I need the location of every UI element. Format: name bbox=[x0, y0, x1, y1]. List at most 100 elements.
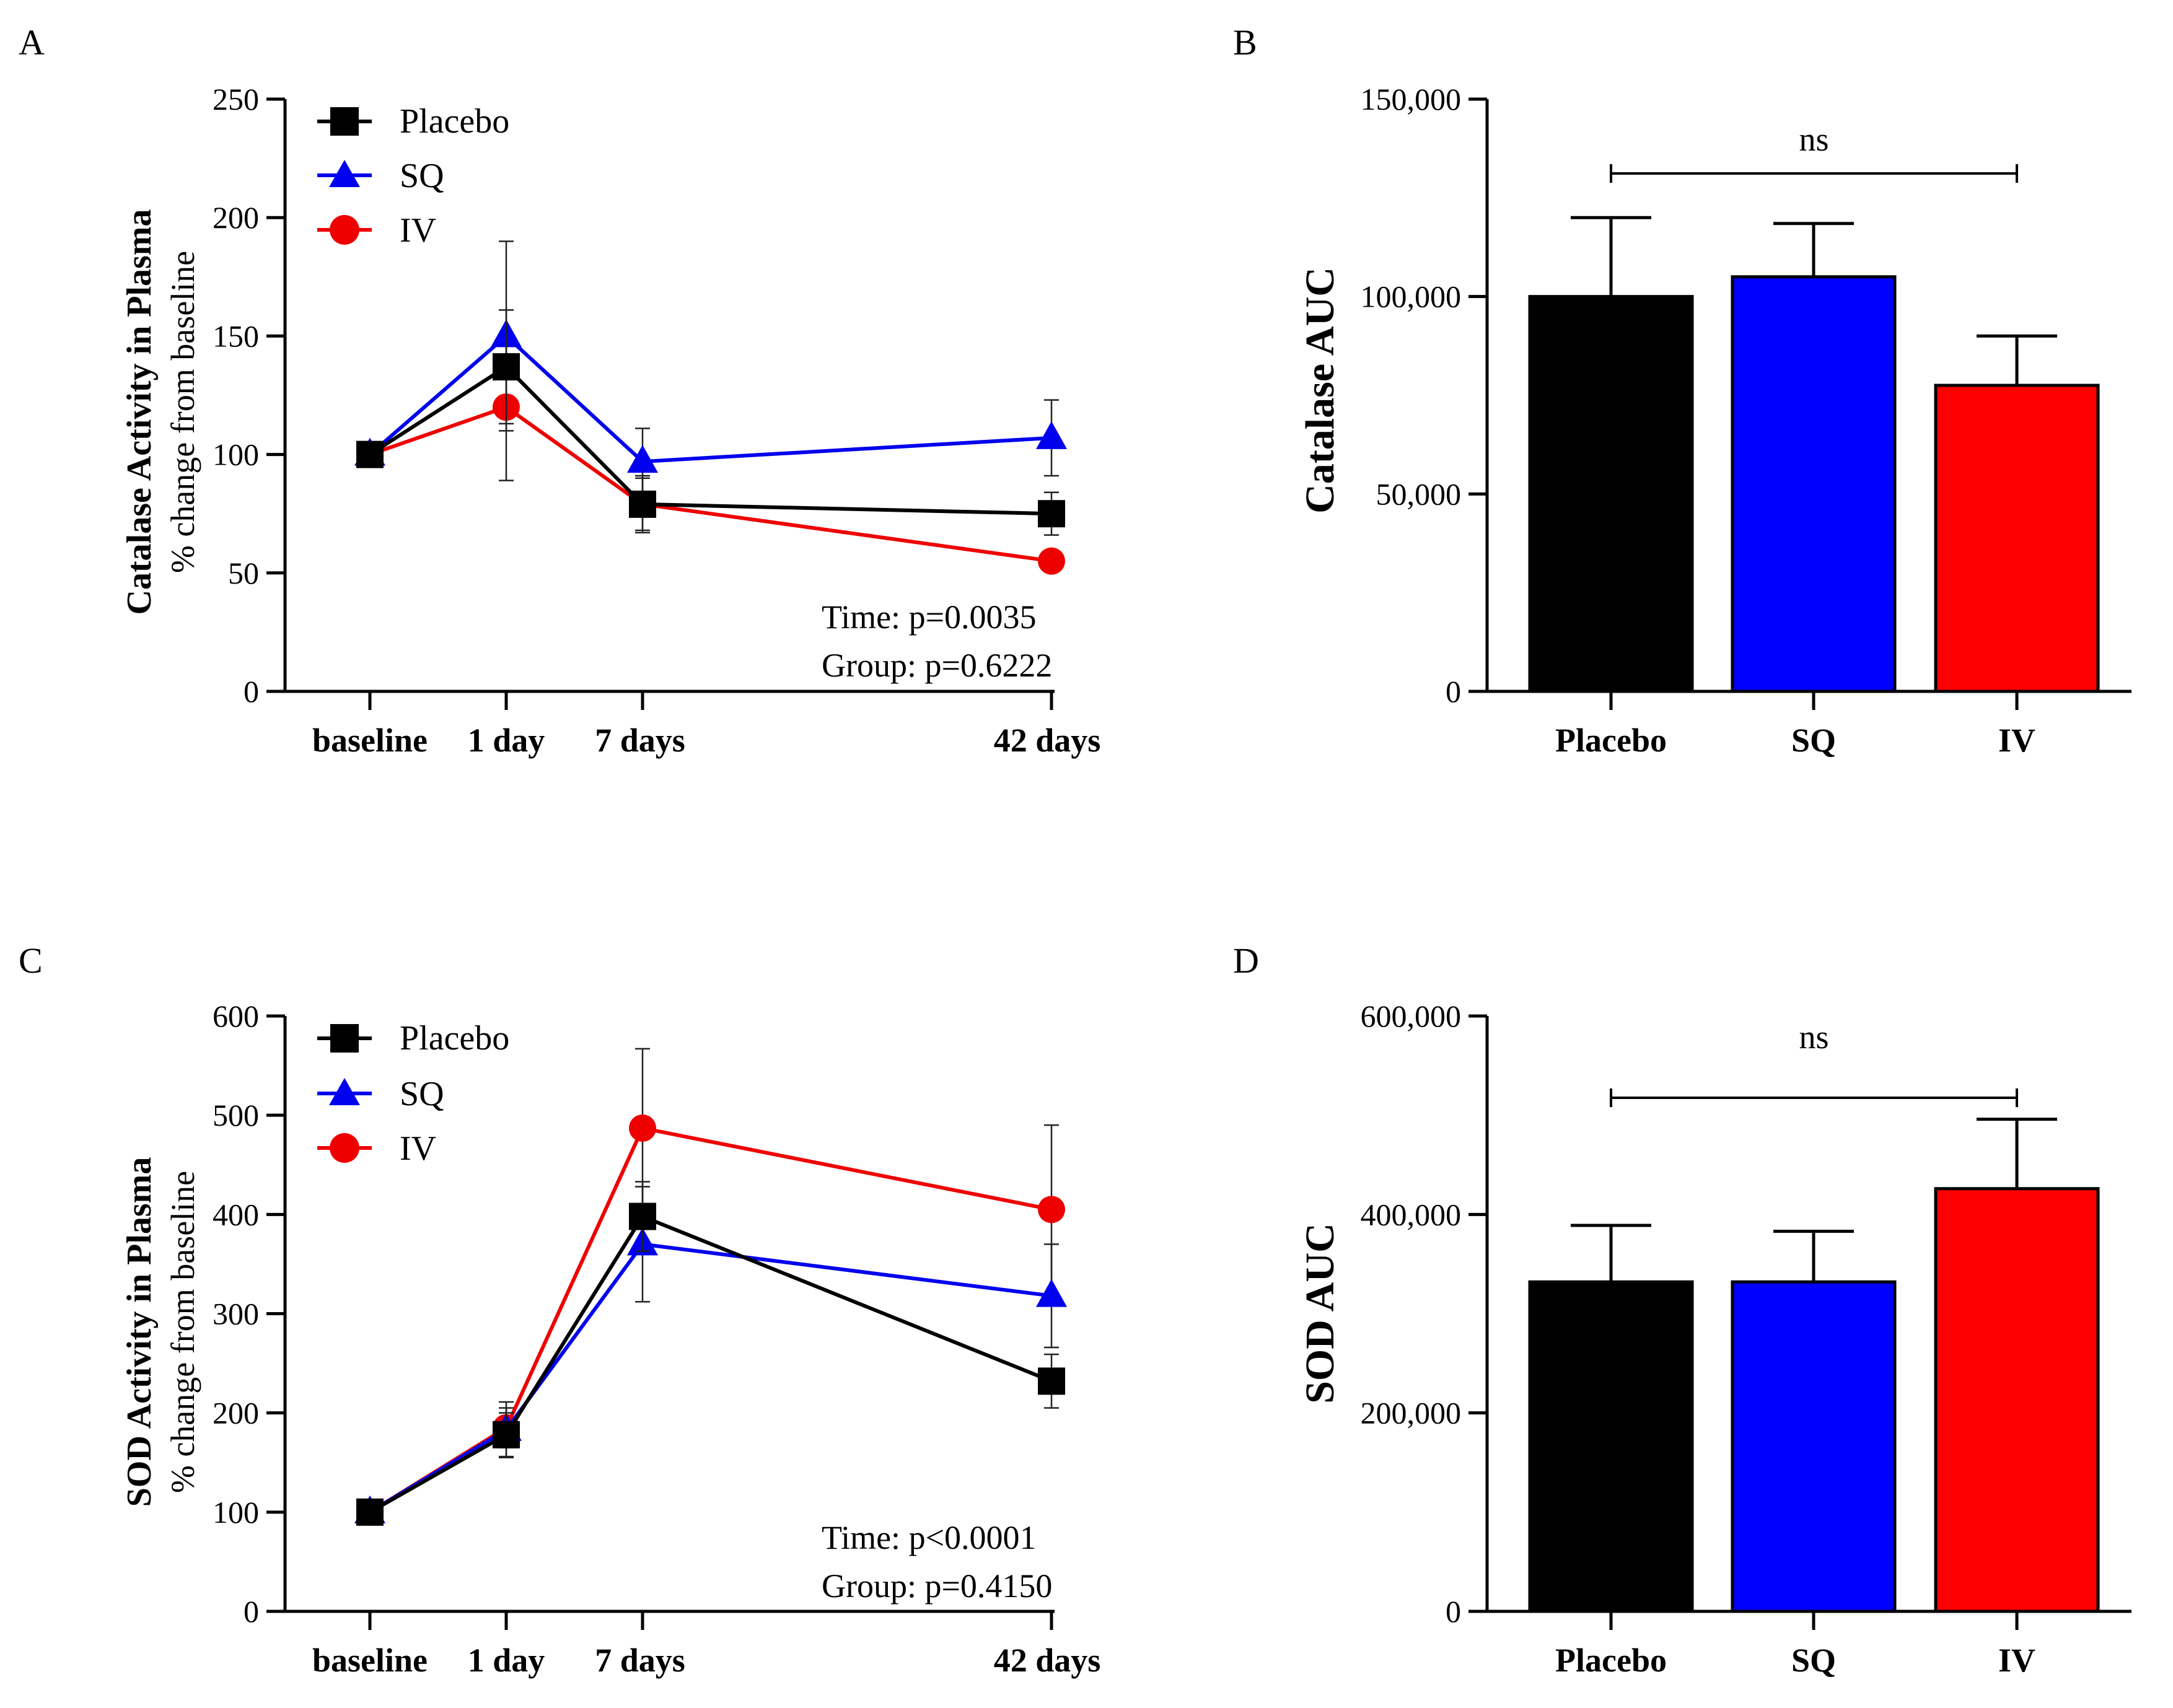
y-tick-label-d: 200,000 bbox=[1361, 1396, 1462, 1430]
series-sq-c bbox=[354, 1186, 1067, 1523]
y-tick-label-c: 300 bbox=[213, 1297, 259, 1331]
legend-label-sq-a: SQ bbox=[400, 157, 444, 195]
y-tick-label-b: 0 bbox=[1446, 674, 1461, 709]
panel-letter-c: C bbox=[19, 940, 43, 981]
x-tick-label-a: 1 day bbox=[468, 722, 545, 759]
y-tick-label-a: 0 bbox=[244, 674, 259, 709]
x-tick-label-b: SQ bbox=[1791, 722, 1836, 759]
series-line-iv bbox=[369, 405, 1052, 563]
x-tick-label-a: 7 days bbox=[595, 722, 685, 759]
y-axis-subtitle-a: % change from baseline bbox=[164, 251, 201, 573]
series-iv-a bbox=[356, 333, 1065, 575]
x-tick-label-a: baseline bbox=[312, 722, 428, 759]
y-axis-labels-c: SOD Activity in Plasma % change from bas… bbox=[120, 1157, 201, 1507]
data-point-sq bbox=[1036, 421, 1067, 449]
y-tick-label-a: 50 bbox=[228, 556, 259, 590]
axes-c: 0 100 200 300 400 500 600 baseline 1 day 7 days 42… bbox=[213, 999, 1100, 1679]
x-tick-label-d: IV bbox=[1998, 1642, 2035, 1679]
bar-sq bbox=[1731, 275, 1897, 693]
y-axis-title-b: Catalase AUC bbox=[1297, 267, 1343, 514]
stat-group-a: Group: p=0.6222 bbox=[822, 647, 1052, 684]
y-axis-labels-a: Catalase Activity in Plasma % change fro… bbox=[120, 209, 201, 615]
y-tick-label-d: 400,000 bbox=[1361, 1197, 1462, 1232]
data-point-placebo bbox=[629, 1202, 656, 1230]
data-point-iv bbox=[1038, 547, 1065, 575]
x-tick-label-c: 7 days bbox=[595, 1642, 685, 1679]
y-tick-label-c: 100 bbox=[213, 1495, 259, 1530]
legend-item-iv-a: IV bbox=[317, 211, 436, 250]
y-tick-label-c: 600 bbox=[213, 999, 259, 1033]
y-tick-label-d: 600,000 bbox=[1361, 999, 1462, 1033]
x-tick-label-d: Placebo bbox=[1555, 1642, 1667, 1679]
y-tick-label-c: 200 bbox=[213, 1396, 259, 1430]
series-line-placebo bbox=[369, 1214, 1053, 1514]
y-tick-label-a: 200 bbox=[213, 200, 259, 235]
series-placebo-a bbox=[356, 309, 1065, 536]
triangle-marker-icon bbox=[329, 160, 360, 187]
x-tick-label-c: baseline bbox=[312, 1642, 428, 1679]
stat-group-c: Group: p=0.4150 bbox=[822, 1567, 1052, 1605]
legend-a: Placebo SQ IV bbox=[317, 102, 509, 250]
data-point-placebo bbox=[356, 440, 384, 468]
data-point-iv bbox=[629, 1114, 656, 1142]
circle-marker-icon bbox=[330, 215, 359, 245]
legend-label-iv-c: IV bbox=[400, 1129, 436, 1168]
x-tick-label-c: 1 day bbox=[468, 1642, 545, 1679]
x-tick-label-a: 42 days bbox=[994, 722, 1101, 759]
stat-time-c: Time: p<0.0001 bbox=[822, 1519, 1037, 1556]
panel-a: A Catalase Activity in Plasma % change f… bbox=[19, 22, 1100, 759]
panel-c: C SOD Activity in Plasma % change from b… bbox=[19, 940, 1100, 1679]
data-point-sq bbox=[627, 445, 658, 473]
legend-item-iv-c: IV bbox=[317, 1129, 436, 1168]
significance-label-b: ns bbox=[1799, 121, 1828, 158]
stat-time-a: Time: p=0.0035 bbox=[822, 598, 1037, 636]
y-tick-label-c: 500 bbox=[213, 1098, 259, 1132]
bar-sq bbox=[1731, 1280, 1897, 1613]
data-point-placebo bbox=[1038, 500, 1065, 528]
panel-letter-a: A bbox=[19, 22, 45, 63]
y-tick-label-b: 150,000 bbox=[1361, 82, 1462, 116]
data-point-placebo bbox=[493, 1421, 520, 1448]
bar-placebo bbox=[1528, 295, 1694, 693]
legend-item-placebo-a: Placebo bbox=[317, 102, 509, 141]
legend-item-sq-c: SQ bbox=[317, 1075, 444, 1113]
axes-d: 0 200,000 400,000 600,000 Placebo SQ IV ns bbox=[1361, 999, 2131, 1679]
y-tick-label-c: 0 bbox=[244, 1594, 259, 1629]
series-placebo-c bbox=[356, 1181, 1065, 1526]
panel-d: D SOD AUC 0 200,000 400,000 600,000 Placebo S… bbox=[1233, 940, 2131, 1679]
triangle-marker-icon bbox=[329, 1078, 360, 1105]
panel-b: B Catalase AUC 0 50,000 100,000 150,000 Plac… bbox=[1233, 22, 2131, 759]
data-point-placebo bbox=[356, 1498, 384, 1526]
square-marker-icon bbox=[330, 1024, 359, 1053]
y-axis-title-c: SOD Activity in Plasma bbox=[120, 1157, 159, 1507]
series-line-placebo bbox=[369, 364, 1052, 516]
legend-label-placebo-c: Placebo bbox=[400, 1019, 509, 1058]
series-line-sq bbox=[369, 333, 1052, 464]
axes-a: 0 50 100 150 200 250 baseline 1 day 7 days 42 day… bbox=[213, 82, 1100, 759]
legend-label-sq-c: SQ bbox=[400, 1075, 444, 1113]
axes-b: 0 50,000 100,000 150,000 Placebo SQ IV ns bbox=[1361, 82, 2131, 759]
bar-placebo bbox=[1528, 1280, 1694, 1613]
y-axis-subtitle-c: % change from baseline bbox=[164, 1171, 201, 1493]
panel-letter-b: B bbox=[1233, 22, 1257, 63]
x-tick-label-c: 42 days bbox=[994, 1642, 1101, 1679]
legend-item-sq-a: SQ bbox=[317, 157, 444, 195]
y-axis-title-a: Catalase Activity in Plasma bbox=[120, 209, 159, 615]
y-tick-label-a: 150 bbox=[213, 318, 259, 353]
legend-label-placebo-a: Placebo bbox=[400, 102, 509, 141]
circle-marker-icon bbox=[330, 1133, 359, 1163]
data-point-placebo bbox=[629, 490, 656, 518]
series-line-sq bbox=[369, 1242, 1052, 1514]
x-tick-label-b: IV bbox=[1998, 722, 2035, 759]
y-tick-label-a: 100 bbox=[213, 437, 259, 472]
significance-label-d: ns bbox=[1799, 1018, 1828, 1056]
y-tick-label-b: 100,000 bbox=[1361, 279, 1462, 314]
x-tick-label-d: SQ bbox=[1791, 1642, 1836, 1679]
legend-c: Placebo SQ IV bbox=[317, 1019, 509, 1168]
square-marker-icon bbox=[330, 107, 359, 136]
data-point-iv bbox=[1038, 1196, 1065, 1224]
legend-label-iv-a: IV bbox=[400, 211, 436, 250]
bar-iv bbox=[1934, 1187, 2100, 1613]
y-tick-label-d: 0 bbox=[1446, 1594, 1461, 1629]
